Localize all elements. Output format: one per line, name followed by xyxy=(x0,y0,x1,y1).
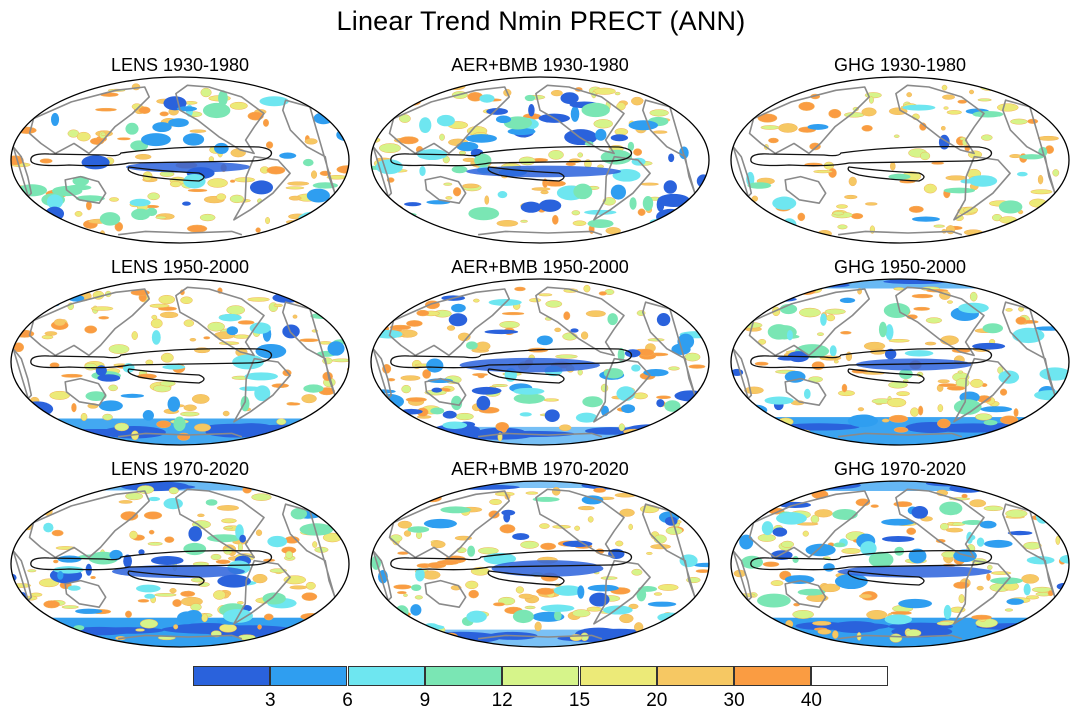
panel-title: GHG 1930-1980 xyxy=(833,55,967,75)
coastlines xyxy=(732,84,1056,236)
colorbar-swatch xyxy=(502,666,580,686)
map-panel: AER+BMB 1950-2000 xyxy=(369,257,711,447)
map-border xyxy=(730,76,1070,244)
map-panel: LENS 1950-2000 xyxy=(9,257,351,447)
colorbar-swatch xyxy=(424,666,502,686)
tropical-contour xyxy=(390,347,633,384)
colorbar-tick-label: 15 xyxy=(568,690,591,711)
coastlines xyxy=(372,84,696,236)
map-projection xyxy=(10,278,350,446)
tropical-contour xyxy=(750,145,993,182)
colorbar-tick-label: 40 xyxy=(800,690,822,711)
map-border xyxy=(10,278,350,446)
map-panel: LENS 1930-1980 xyxy=(9,55,351,245)
map-background xyxy=(731,77,1069,243)
tropical-contour xyxy=(750,347,993,384)
panel-title: AER+BMB 1970-2020 xyxy=(451,459,629,479)
panel-title: GHG 1950-2000 xyxy=(833,257,967,277)
colorbar-tick-label: 20 xyxy=(646,690,668,711)
map-panel: LENS 1970-2020 xyxy=(9,459,351,649)
coastlines xyxy=(12,286,336,438)
map-border xyxy=(10,76,350,244)
map-projection xyxy=(730,480,1070,648)
map-panel: GHG 1970-2020 xyxy=(729,459,1071,649)
map-background xyxy=(11,481,349,647)
colorbar-tick-label: 12 xyxy=(491,690,513,711)
colorbar-swatch xyxy=(811,666,889,686)
map-border xyxy=(370,480,710,648)
map-projection xyxy=(730,278,1070,446)
colorbar-tick-label: 9 xyxy=(419,690,431,711)
map-panel: GHG 1950-2000 xyxy=(729,257,1071,447)
panel-title: LENS 1950-2000 xyxy=(110,257,250,277)
map-projection xyxy=(370,480,710,648)
figure-title: Linear Trend Nmin PRECT (ANN) xyxy=(336,6,746,36)
colorbar-swatch xyxy=(734,666,812,686)
colorbar xyxy=(193,666,889,686)
panel-title: AER+BMB 1930-1980 xyxy=(451,55,629,75)
colorbar-tick-label: 30 xyxy=(723,690,745,711)
coastlines xyxy=(372,286,696,438)
map-projection xyxy=(370,76,710,244)
colorbar-swatch xyxy=(270,666,348,686)
map-projection xyxy=(730,76,1070,244)
map-border xyxy=(370,278,710,446)
panel-title: LENS 1930-1980 xyxy=(110,55,250,75)
map-border xyxy=(730,480,1070,648)
map-panel: AER+BMB 1970-2020 xyxy=(369,459,711,649)
colorbar-swatch xyxy=(347,666,425,686)
map-projection xyxy=(10,76,350,244)
map-projection xyxy=(370,278,710,446)
tropical-contour xyxy=(750,549,993,586)
map-border xyxy=(730,278,1070,446)
colorbar-swatch xyxy=(579,666,657,686)
panel-title: GHG 1970-2020 xyxy=(833,459,967,479)
colorbar-tick-label: 3 xyxy=(265,690,276,711)
tropical-contour xyxy=(30,145,273,182)
tropical-contour xyxy=(30,347,273,384)
panel-title: AER+BMB 1950-2000 xyxy=(451,257,629,277)
coastlines xyxy=(732,286,1056,438)
map-panel: GHG 1930-1980 xyxy=(729,55,1071,245)
map-background xyxy=(11,77,349,243)
coastlines xyxy=(12,488,336,640)
tropical-contour xyxy=(30,549,273,586)
tropical-contour xyxy=(390,549,633,586)
colorbar-tick-label: 6 xyxy=(342,690,353,711)
colorbar-swatch xyxy=(656,666,734,686)
tropical-contour xyxy=(390,145,633,182)
coastlines xyxy=(12,84,336,236)
map-projection xyxy=(10,480,350,648)
map-border xyxy=(10,480,350,648)
coastlines xyxy=(372,488,696,640)
map-border xyxy=(370,76,710,244)
map-panel: AER+BMB 1930-1980 xyxy=(369,55,711,245)
panel-title: LENS 1970-2020 xyxy=(110,459,250,479)
colorbar-swatch xyxy=(193,666,270,686)
coastlines xyxy=(732,488,1056,640)
